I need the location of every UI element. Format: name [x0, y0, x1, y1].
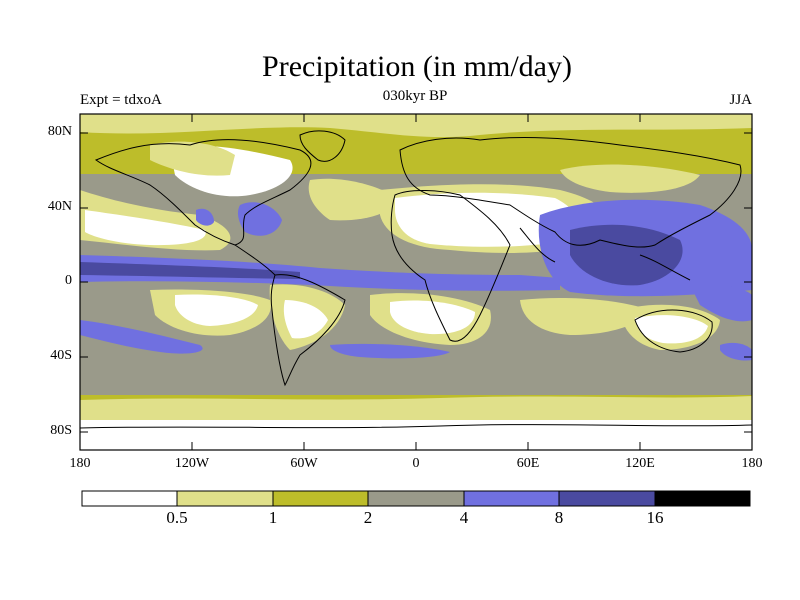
lon-label-120e: 120E — [625, 456, 655, 471]
lat-label-80n: 80N — [47, 124, 72, 139]
lat-label-40s: 40S — [50, 348, 72, 363]
colorbar-bin-5 — [558, 490, 656, 507]
lat-label-80s: 80S — [50, 423, 72, 438]
time-period-label: 030kyr BP — [382, 88, 448, 104]
lon-label-120w: 120W — [174, 456, 210, 471]
colorbar-label-16: 16 — [646, 508, 664, 527]
lon-label-60w: 60W — [290, 456, 318, 471]
colorbar — [81, 490, 751, 507]
axis-ticks — [80, 114, 752, 450]
colorbar-bin-6 — [654, 490, 751, 507]
precip-field — [80, 114, 752, 450]
lat-label-40n: 40N — [47, 199, 72, 214]
season-label: JJA — [729, 92, 752, 108]
colorbar-label-4: 4 — [459, 508, 469, 527]
colorbar-bin-1 — [176, 490, 274, 507]
colorbar-bin-4 — [463, 490, 560, 507]
lon-label-180-west: 180 — [69, 456, 91, 471]
colorbar-label-0-5: 0.5 — [166, 508, 188, 527]
coastlines — [80, 130, 752, 429]
map-title: Precipitation (in mm/day) — [262, 50, 572, 83]
lat-label-0: 0 — [65, 273, 72, 288]
lon-label-180-east: 180 — [741, 456, 763, 471]
colorbar-label-1: 1 — [268, 508, 278, 527]
experiment-label: Expt = tdxoA — [80, 92, 162, 108]
colorbar-bin-3 — [367, 490, 465, 507]
colorbar-bin-2 — [272, 490, 369, 507]
lon-label-0: 0 — [412, 456, 420, 471]
colorbar-bin-0 — [81, 490, 178, 507]
colorbar-label-8: 8 — [554, 508, 564, 527]
colorbar-label-2: 2 — [363, 508, 373, 527]
lon-label-60e: 60E — [516, 456, 540, 471]
